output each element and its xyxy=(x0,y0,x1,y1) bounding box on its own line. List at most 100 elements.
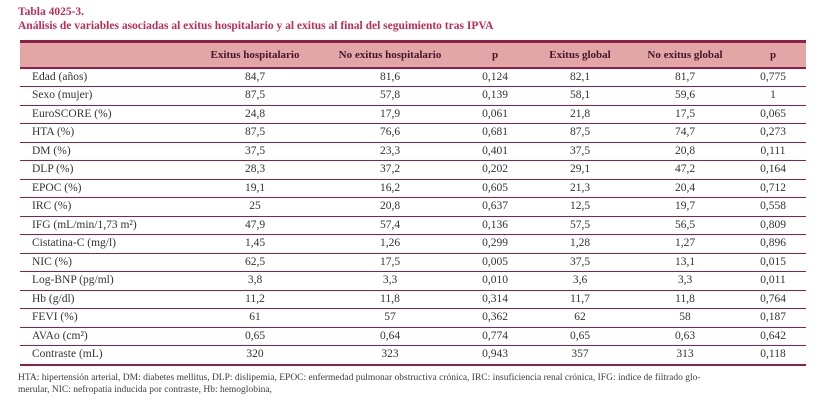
table-row: FEVI (%) 61 57 0,362 62 58 0,187 xyxy=(20,308,806,328)
cell-value: 11,8 xyxy=(630,290,740,309)
data-table: Exitus hospitalario No exitus hospitalar… xyxy=(20,40,806,366)
row-label: FEVI (%) xyxy=(20,308,190,328)
header-exitus-hospitalario: Exitus hospitalario xyxy=(190,41,320,69)
row-label: Edad (años) xyxy=(20,67,190,87)
cell-value: 17,5 xyxy=(630,105,740,124)
cell-value: 87,5 xyxy=(190,86,320,106)
cell-value: 323 xyxy=(320,345,460,366)
row-label: IFG (mL/min/1,73 m²) xyxy=(20,216,190,235)
table-row: AVAo (cm²) 0,65 0,64 0,774 0,65 0,63 0,642 xyxy=(20,327,806,346)
header-row: Exitus hospitalario No exitus hospitalar… xyxy=(20,41,806,69)
cell-value: 3,3 xyxy=(630,271,740,291)
row-label: Cistatina-C (mg/l) xyxy=(20,234,190,254)
table-row: HTA (%) 87,5 76,6 0,681 87,5 74,7 0,273 xyxy=(20,123,806,143)
cell-value: 1,45 xyxy=(190,234,320,254)
cell-value: 0,065 xyxy=(740,105,806,124)
row-label: DM (%) xyxy=(20,142,190,161)
table-row: Contraste (mL) 320 323 0,943 357 313 0,118 xyxy=(20,345,806,366)
cell-value: 16,2 xyxy=(320,179,460,198)
cell-value: 0,637 xyxy=(460,197,530,217)
header-p-global: p xyxy=(740,41,806,69)
row-label: HTA (%) xyxy=(20,123,190,143)
cell-value: 20,8 xyxy=(320,197,460,217)
title-block: Tabla 4025-3. Análisis de variables asoc… xyxy=(18,6,808,33)
header-no-exitus-global: No exitus global xyxy=(630,41,740,69)
cell-value: 0,809 xyxy=(740,216,806,235)
table-body: Edad (años) 84,7 81,6 0,124 82,1 81,7 0,775 Sex… xyxy=(20,67,806,366)
table-row: IRC (%) 25 20,8 0,637 12,5 19,7 0,558 xyxy=(20,197,806,217)
cell-value: 21,8 xyxy=(530,105,630,124)
cell-value: 28,3 xyxy=(190,160,320,180)
cell-value: 37,5 xyxy=(530,142,630,161)
header-no-exitus-hospitalario: No exitus hospitalario xyxy=(320,41,460,69)
cell-value: 29,1 xyxy=(530,160,630,180)
cell-value: 37,2 xyxy=(320,160,460,180)
cell-value: 20,4 xyxy=(630,179,740,198)
cell-value: 76,6 xyxy=(320,123,460,143)
cell-value: 0,139 xyxy=(460,86,530,106)
cell-value: 0,65 xyxy=(530,327,630,346)
table-row: Cistatina-C (mg/l) 1,45 1,26 0,299 1,28 1,27 0… xyxy=(20,234,806,254)
table-row: DM (%) 37,5 23,3 0,401 37,5 20,8 0,111 xyxy=(20,142,806,161)
cell-value: 82,1 xyxy=(530,67,630,87)
row-label: EPOC (%) xyxy=(20,179,190,198)
cell-value: 0,273 xyxy=(740,123,806,143)
cell-value: 0,299 xyxy=(460,234,530,254)
cell-value: 0,015 xyxy=(740,253,806,272)
cell-value: 23,3 xyxy=(320,142,460,161)
row-label: Log-BNP (pg/ml) xyxy=(20,271,190,291)
cell-value: 61 xyxy=(190,308,320,328)
row-label: AVAo (cm²) xyxy=(20,327,190,346)
cell-value: 0,164 xyxy=(740,160,806,180)
cell-value: 0,681 xyxy=(460,123,530,143)
row-label: NIC (%) xyxy=(20,253,190,272)
row-label: EuroSCORE (%) xyxy=(20,105,190,124)
row-label: Sexo (mujer) xyxy=(20,86,190,106)
table-row: EuroSCORE (%) 24,8 17,9 0,061 21,8 17,5 0,065 xyxy=(20,105,806,124)
table-row: Sexo (mujer) 87,5 57,8 0,139 58,1 59,6 1 xyxy=(20,86,806,106)
cell-value: 57,5 xyxy=(530,216,630,235)
row-label: Contraste (mL) xyxy=(20,345,190,366)
cell-value: 1,26 xyxy=(320,234,460,254)
table-header: Exitus hospitalario No exitus hospitalar… xyxy=(20,41,806,69)
cell-value: 57 xyxy=(320,308,460,328)
cell-value: 84,7 xyxy=(190,67,320,87)
cell-value: 0,65 xyxy=(190,327,320,346)
row-label: IRC (%) xyxy=(20,197,190,217)
cell-value: 0,005 xyxy=(460,253,530,272)
cell-value: 56,5 xyxy=(630,216,740,235)
table-row: IFG (mL/min/1,73 m²) 47,9 57,4 0,136 57,5 56,… xyxy=(20,216,806,235)
cell-value: 87,5 xyxy=(190,123,320,143)
cell-value: 0,896 xyxy=(740,234,806,254)
table-row: Hb (g/dl) 11,2 11,8 0,314 11,7 11,8 0,764 xyxy=(20,290,806,309)
footnote-line-2: merular, NIC: nefropatía inducida por co… xyxy=(18,385,272,395)
cell-value: 0,775 xyxy=(740,67,806,87)
footnote-line-1: HTA: hipertensión arterial, DM: diabetes… xyxy=(18,373,701,383)
cell-value: 19,7 xyxy=(630,197,740,217)
cell-value: 357 xyxy=(530,345,630,366)
cell-value: 47,2 xyxy=(630,160,740,180)
cell-value: 0,124 xyxy=(460,67,530,87)
table-row: EPOC (%) 19,1 16,2 0,605 21,3 20,4 0,712 xyxy=(20,179,806,198)
cell-value: 3,8 xyxy=(190,271,320,291)
cell-value: 17,5 xyxy=(320,253,460,272)
cell-value: 0,061 xyxy=(460,105,530,124)
cell-value: 0,63 xyxy=(630,327,740,346)
cell-value: 57,8 xyxy=(320,86,460,106)
cell-value: 58,1 xyxy=(530,86,630,106)
cell-value: 0,712 xyxy=(740,179,806,198)
cell-value: 58 xyxy=(630,308,740,328)
cell-value: 1,27 xyxy=(630,234,740,254)
cell-value: 62 xyxy=(530,308,630,328)
cell-value: 0,64 xyxy=(320,327,460,346)
cell-value: 0,764 xyxy=(740,290,806,309)
data-table-container: Exitus hospitalario No exitus hospitalar… xyxy=(20,40,806,366)
cell-value: 81,6 xyxy=(320,67,460,87)
row-label: Hb (g/dl) xyxy=(20,290,190,309)
table-row: Log-BNP (pg/ml) 3,8 3,3 0,010 3,6 3,3 0,011 xyxy=(20,271,806,291)
cell-value: 1,28 xyxy=(530,234,630,254)
header-exitus-global: Exitus global xyxy=(530,41,630,69)
cell-value: 3,6 xyxy=(530,271,630,291)
table-row: DLP (%) 28,3 37,2 0,202 29,1 47,2 0,164 xyxy=(20,160,806,180)
cell-value: 0,187 xyxy=(740,308,806,328)
